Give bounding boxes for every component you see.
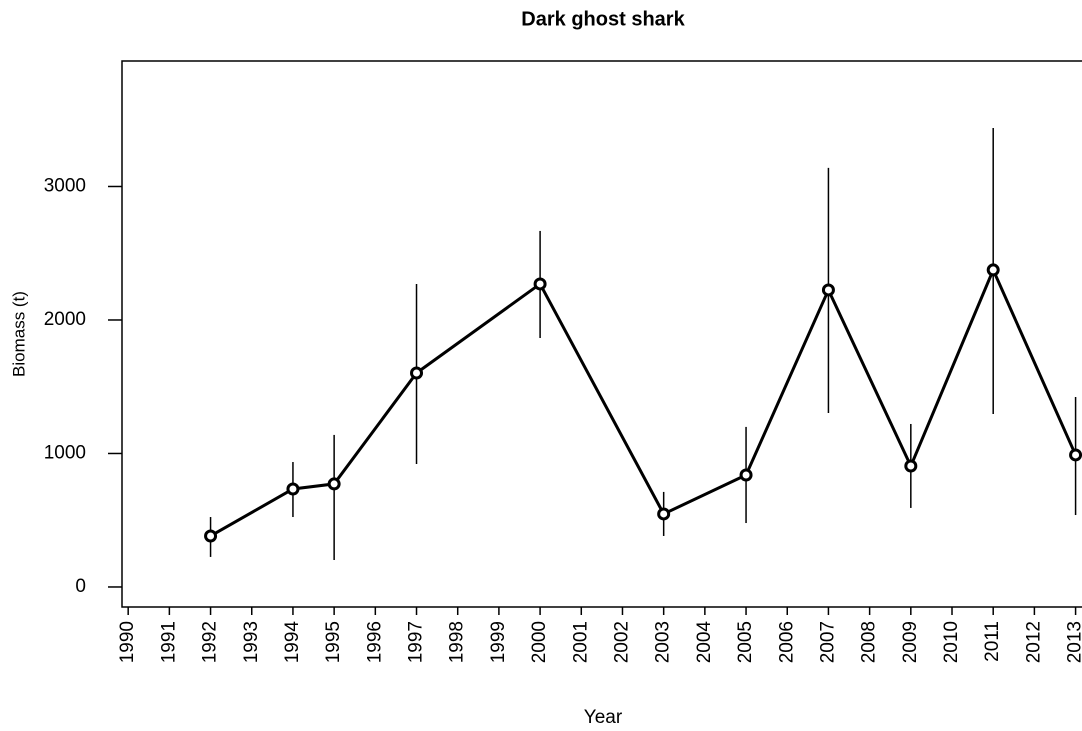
x-tick-label: 2005	[735, 621, 756, 663]
y-tick-label: 2000	[44, 309, 86, 330]
x-tick-label: 1991	[158, 621, 179, 663]
data-point	[204, 529, 218, 543]
data-point	[657, 507, 671, 521]
y-tick-label: 0	[75, 576, 86, 597]
data-point	[904, 459, 918, 473]
series-line	[209, 266, 1077, 538]
y-tick-label: 1000	[44, 442, 86, 463]
data-point	[286, 482, 300, 496]
data-point	[533, 277, 547, 291]
x-tick-label: 1998	[447, 621, 468, 663]
data-point	[986, 263, 1000, 277]
x-tick-label: 1997	[406, 621, 427, 663]
plot-frame	[121, 60, 1082, 608]
x-tick-label: 1999	[488, 621, 509, 663]
x-tick-label: 1993	[241, 621, 262, 663]
x-tick-label: 2011	[982, 621, 1003, 662]
x-tick-label: 2003	[653, 621, 674, 663]
x-tick-label: 1994	[282, 621, 303, 664]
x-tick-label: 1996	[364, 621, 385, 663]
x-tick-label: 2008	[859, 621, 880, 663]
x-tick-label: 2007	[817, 621, 838, 663]
data-point	[739, 468, 753, 482]
x-tick-label: 2009	[900, 621, 921, 663]
y-tick-label: 3000	[44, 176, 86, 197]
x-tick-label: 2010	[941, 621, 962, 663]
data-point	[327, 477, 341, 491]
data-point	[821, 283, 835, 297]
x-tick-label: 2000	[529, 621, 550, 663]
chart-title: Dark ghost shark	[521, 8, 685, 30]
x-tick-label: 2006	[776, 621, 797, 663]
data-point	[410, 366, 424, 380]
y-axis-label: Biomass (t)	[9, 291, 28, 377]
x-tick-label: 2002	[611, 621, 632, 663]
x-tick-label: 2012	[1023, 621, 1044, 663]
x-tick-label: 1995	[323, 621, 344, 663]
x-tick-label: 1992	[200, 621, 221, 663]
x-tick-label: 1990	[117, 621, 138, 663]
x-axis-label: Year	[584, 707, 623, 728]
x-tick-label: 2004	[694, 621, 715, 664]
x-tick-label: 2013	[1065, 621, 1082, 663]
x-tick-label: 2001	[570, 621, 591, 663]
data-point	[1069, 448, 1082, 462]
